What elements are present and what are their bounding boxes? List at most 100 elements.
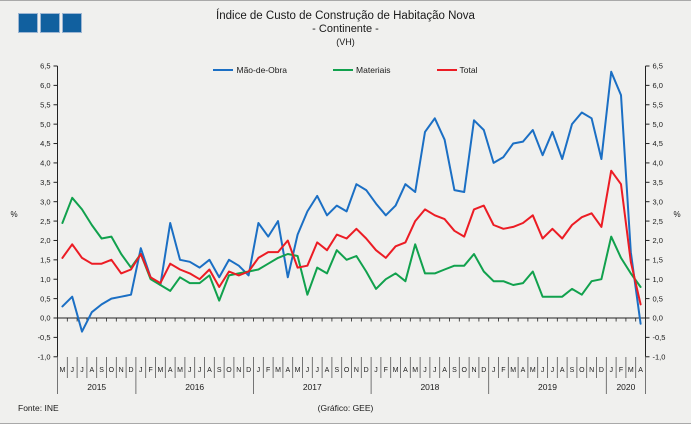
svg-text:1,5: 1,5 — [40, 256, 50, 265]
svg-text:A: A — [89, 367, 94, 374]
svg-text:D: D — [364, 367, 369, 374]
svg-text:N: N — [119, 367, 124, 374]
svg-text:0,0: 0,0 — [653, 314, 663, 323]
legend-label: Total — [459, 65, 478, 75]
svg-text:J: J — [541, 367, 545, 374]
chart-titles: Índice de Custo de Construção de Habitaç… — [0, 9, 691, 48]
svg-text:2020: 2020 — [616, 382, 635, 392]
svg-text:S: S — [334, 367, 339, 374]
svg-text:6,0: 6,0 — [40, 81, 50, 90]
source-note: Fonte: INE — [18, 403, 59, 413]
svg-text:J: J — [315, 367, 319, 374]
svg-text:J: J — [551, 367, 555, 374]
svg-text:2,0: 2,0 — [653, 236, 663, 245]
svg-text:F: F — [148, 367, 152, 374]
svg-text:M: M — [177, 367, 183, 374]
logo-squares — [18, 13, 82, 33]
svg-text:-1,0: -1,0 — [38, 352, 51, 361]
svg-text:D: D — [128, 367, 133, 374]
series-materiais — [61, 196, 642, 302]
svg-text:O: O — [109, 367, 115, 374]
legend-item-materiais: Materiais — [333, 65, 391, 75]
svg-text:S: S — [217, 367, 222, 374]
svg-text:N: N — [471, 367, 476, 374]
svg-text:2018: 2018 — [420, 382, 439, 392]
svg-text:A: A — [403, 367, 408, 374]
logo-square — [18, 13, 38, 33]
svg-text:J: J — [198, 367, 202, 374]
svg-text:M: M — [59, 367, 65, 374]
logo-square — [40, 13, 60, 33]
svg-text:5,0: 5,0 — [40, 120, 50, 129]
svg-text:1,0: 1,0 — [653, 275, 663, 284]
svg-text:-0,5: -0,5 — [653, 333, 666, 342]
svg-text:A: A — [285, 367, 290, 374]
svg-text:D: D — [599, 367, 604, 374]
y-ticks — [53, 65, 650, 358]
logo-square — [62, 13, 82, 33]
svg-text:F: F — [619, 367, 623, 374]
svg-text:4,5: 4,5 — [653, 139, 663, 148]
y-axis-title-right: % — [673, 210, 680, 219]
svg-text:2017: 2017 — [303, 382, 322, 392]
svg-text:D: D — [246, 367, 251, 374]
svg-text:4,5: 4,5 — [40, 139, 50, 148]
svg-text:6,5: 6,5 — [40, 62, 50, 71]
svg-text:J: J — [257, 367, 261, 374]
svg-text:J: J — [80, 367, 84, 374]
category-ticks — [57, 318, 646, 322]
svg-text:O: O — [344, 367, 350, 374]
year-axis: 2015 2016 2017 2018 2019 2020 — [87, 382, 635, 392]
svg-text:N: N — [589, 367, 594, 374]
svg-text:M: M — [157, 367, 163, 374]
legend-swatch-green-line — [333, 68, 354, 72]
svg-text:F: F — [384, 367, 388, 374]
svg-text:J: J — [374, 367, 378, 374]
svg-text:J: J — [188, 367, 192, 374]
chart-subtitle: - Continente - — [312, 23, 379, 36]
legend-swatch-red-line — [436, 68, 457, 72]
svg-text:2016: 2016 — [185, 382, 204, 392]
svg-text:M: M — [628, 367, 634, 374]
svg-text:4,0: 4,0 — [653, 159, 663, 168]
svg-text:J: J — [70, 367, 74, 374]
legend-item-mao-de-obra: Mão-de-Obra — [213, 65, 287, 75]
svg-text:0,5: 0,5 — [653, 294, 663, 303]
svg-text:M: M — [275, 367, 281, 374]
chart-title: Índice de Custo de Construção de Habitaç… — [216, 10, 475, 22]
svg-text:1,5: 1,5 — [653, 256, 663, 265]
svg-text:-0,5: -0,5 — [38, 333, 51, 342]
svg-text:O: O — [226, 367, 232, 374]
svg-text:A: A — [207, 367, 212, 374]
legend-label: Mão-de-Obra — [236, 65, 288, 75]
credit-note: (Gráfico: GEE) — [317, 403, 374, 413]
svg-text:5,5: 5,5 — [40, 100, 50, 109]
legend: Mão-de-Obra Materiais Total — [0, 65, 691, 75]
svg-text:S: S — [452, 367, 457, 374]
svg-text:-1,0: -1,0 — [653, 352, 666, 361]
svg-text:O: O — [579, 367, 585, 374]
svg-text:A: A — [442, 367, 447, 374]
svg-text:S: S — [570, 367, 575, 374]
svg-text:3,0: 3,0 — [40, 197, 50, 206]
legend-swatch-blue-line — [213, 68, 234, 72]
svg-text:J: J — [423, 367, 427, 374]
svg-text:N: N — [354, 367, 359, 374]
svg-text:J: J — [492, 367, 496, 374]
svg-text:0,5: 0,5 — [40, 294, 50, 303]
svg-text:1,0: 1,0 — [40, 275, 50, 284]
svg-text:A: A — [638, 367, 643, 374]
svg-text:2,0: 2,0 — [40, 236, 50, 245]
svg-text:J: J — [609, 367, 613, 374]
svg-text:D: D — [481, 367, 486, 374]
svg-text:M: M — [510, 367, 516, 374]
svg-text:M: M — [295, 367, 301, 374]
svg-text:3,5: 3,5 — [653, 178, 663, 187]
svg-text:3,5: 3,5 — [40, 178, 50, 187]
chart-unit-label: (VH) — [336, 37, 355, 48]
svg-text:A: A — [521, 367, 526, 374]
svg-text:F: F — [266, 367, 270, 374]
svg-text:N: N — [236, 367, 241, 374]
